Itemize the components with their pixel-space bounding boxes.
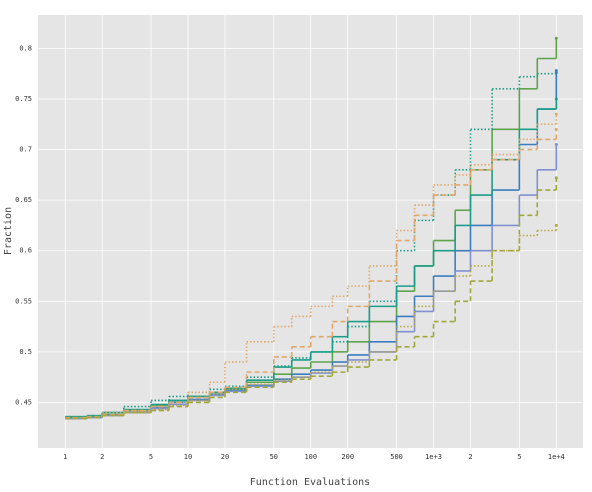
step-end xyxy=(554,223,558,227)
x-tick-label: 200 xyxy=(341,453,354,461)
step-end xyxy=(554,112,558,116)
x-tick-label: 100 xyxy=(304,453,317,461)
x-tick-label: 500 xyxy=(390,453,403,461)
y-tick-label: 0.65 xyxy=(15,196,32,204)
x-tick-label: 50 xyxy=(270,453,278,461)
step-end xyxy=(554,142,558,146)
step-end xyxy=(554,36,558,40)
y-tick-label: 0.8 xyxy=(19,44,32,52)
y-tick-label: 0.45 xyxy=(15,398,32,406)
x-tick-label: 10 xyxy=(184,453,192,461)
x-tick-label: 2 xyxy=(468,453,472,461)
step-end xyxy=(554,176,558,180)
x-tick-label: 2 xyxy=(100,453,104,461)
x-tick-label: 1e+3 xyxy=(425,453,442,461)
step-end xyxy=(554,127,558,131)
y-tick-label: 0.75 xyxy=(15,95,32,103)
y-tick-label: 0.7 xyxy=(19,146,32,154)
y-tick-label: 0.6 xyxy=(19,247,32,255)
x-axis-label: Function Evaluations xyxy=(250,477,370,488)
x-tick-label: 5 xyxy=(149,453,153,461)
x-tick-label: 20 xyxy=(221,453,229,461)
y-axis-label: Fraction xyxy=(3,207,14,255)
y-tick-label: 0.55 xyxy=(15,297,32,305)
x-tick-label: 1e+4 xyxy=(548,453,565,461)
step-end xyxy=(554,97,558,101)
step-end xyxy=(554,69,558,73)
x-tick-label: 5 xyxy=(517,453,521,461)
y-tick-label: 0.5 xyxy=(19,348,32,356)
x-tick-label: 1 xyxy=(63,453,67,461)
